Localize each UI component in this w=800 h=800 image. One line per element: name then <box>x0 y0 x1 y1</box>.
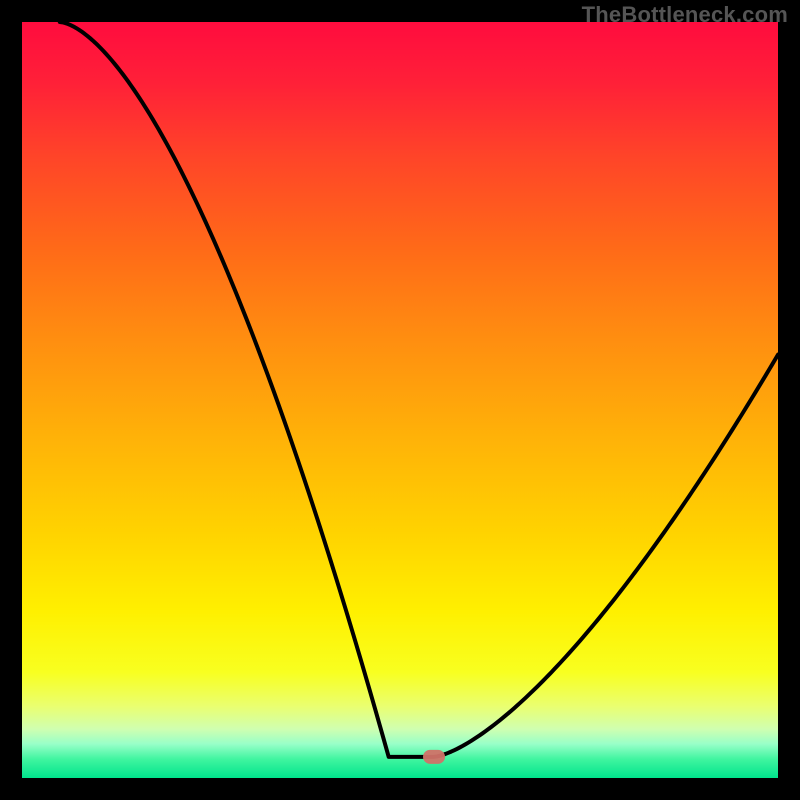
chart-stage: TheBottleneck.com <box>0 0 800 800</box>
chart-svg <box>0 0 800 800</box>
notch-marker <box>423 750 445 764</box>
plot-background <box>22 22 778 778</box>
